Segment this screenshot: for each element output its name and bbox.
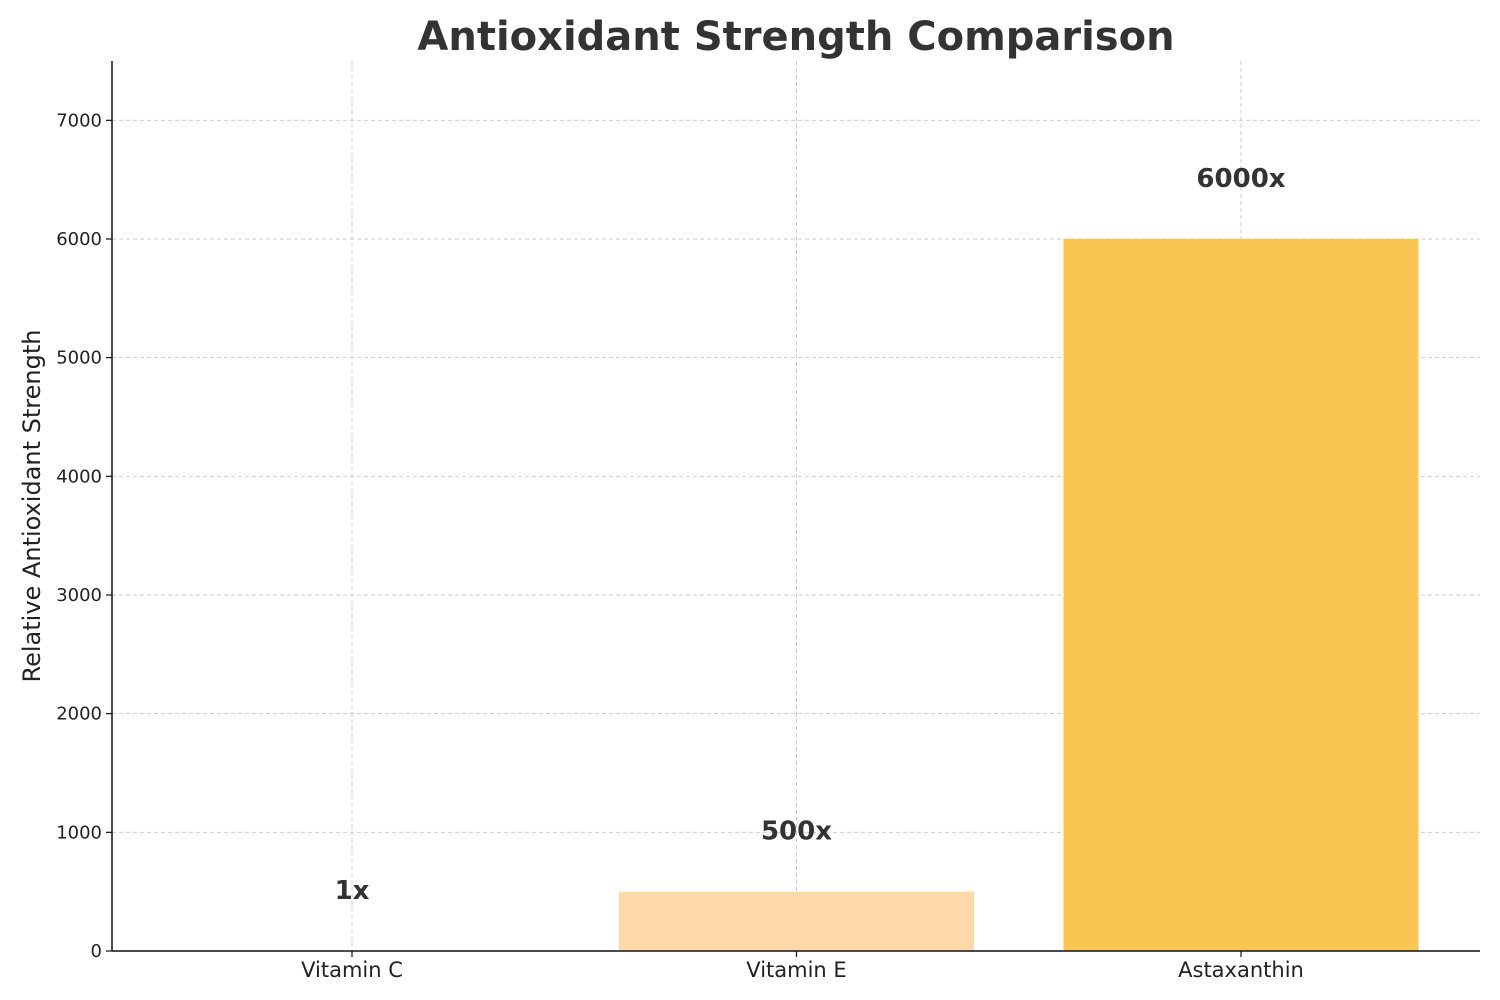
x-axis-ticks: Vitamin C Vitamin E Astaxanthin <box>301 951 1304 982</box>
y-tick-label: 4000 <box>56 466 102 487</box>
y-axis-label: Relative Antioxidant Strength <box>18 330 46 683</box>
data-label: 6000x <box>1196 164 1285 194</box>
y-axis-ticks: 0 1000 2000 3000 4000 5000 6000 7000 <box>56 110 112 962</box>
x-tick-label: Astaxanthin <box>1178 958 1304 982</box>
x-tick-label: Vitamin E <box>746 958 846 982</box>
y-tick-label: 3000 <box>56 585 102 606</box>
bar-vitamin-e <box>619 891 974 951</box>
data-label: 1x <box>335 876 370 906</box>
chart-title: Antioxidant Strength Comparison <box>417 14 1174 60</box>
y-tick-label: 1000 <box>56 822 102 843</box>
x-tick-label: Vitamin C <box>301 958 403 982</box>
y-tick-label: 0 <box>91 941 102 962</box>
bar-astaxanthin <box>1063 239 1419 951</box>
y-tick-label: 6000 <box>56 229 102 250</box>
data-labels: 1x 500x 6000x <box>335 164 1286 906</box>
y-tick-label: 5000 <box>56 348 102 369</box>
data-label: 500x <box>761 817 832 847</box>
y-tick-label: 7000 <box>56 110 102 131</box>
y-tick-label: 2000 <box>56 704 102 725</box>
bars <box>174 239 1419 951</box>
